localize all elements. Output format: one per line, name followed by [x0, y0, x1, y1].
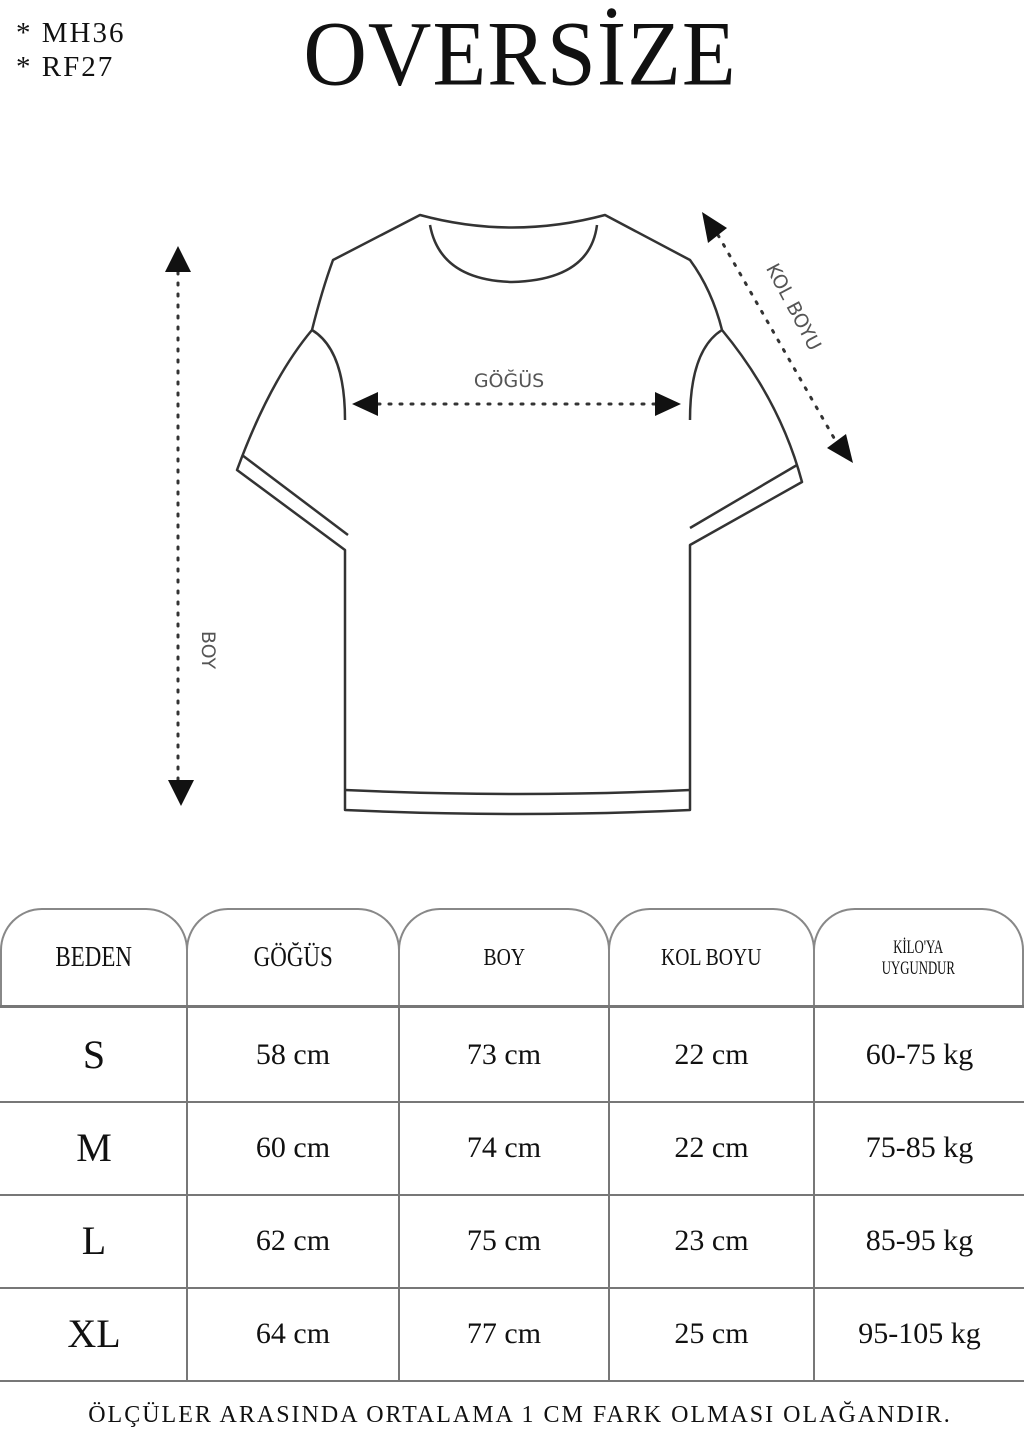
- table-body: S 58 cm 73 cm 22 cm 60-75 kg M 60 cm 74 cm 22 cm…: [0, 1005, 1024, 1382]
- table-row: M 60 cm 74 cm 22 cm 75-85 kg: [0, 1101, 1024, 1196]
- header-chest: GÖĞÜS: [186, 908, 400, 1006]
- product-code: * RF27: [16, 51, 115, 83]
- header-weight: KİLO'YA UYGUNDUR: [813, 908, 1024, 1006]
- cell-size: XL: [67, 1311, 121, 1356]
- tshirt-diagram: GÖĞÜS BOY KOL BOYU: [165, 212, 853, 816]
- arrow-upleft-icon: [702, 212, 727, 243]
- header-length: BOY: [398, 908, 610, 1006]
- cell-length: 75 cm: [398, 1194, 608, 1287]
- tshirt-outline: [235, 213, 804, 816]
- cell-weight: 60-75 kg: [813, 1008, 1024, 1101]
- cell-weight: 75-85 kg: [813, 1101, 1024, 1194]
- page-title: OVERSİZE: [303, 3, 737, 106]
- arrow-left-icon: [352, 392, 378, 416]
- cell-length: 74 cm: [398, 1101, 608, 1194]
- cell-chest: 60 cm: [186, 1101, 398, 1194]
- cell-length: 73 cm: [398, 1008, 608, 1101]
- arrow-down-icon: [168, 780, 194, 806]
- label-sleeve: KOL BOYU: [761, 260, 825, 354]
- cell-chest: 64 cm: [186, 1287, 398, 1380]
- arrow-up-icon: [165, 246, 191, 272]
- cell-chest: 62 cm: [186, 1194, 398, 1287]
- cell-sleeve: 22 cm: [608, 1008, 813, 1101]
- table-row: S 58 cm 73 cm 22 cm 60-75 kg: [0, 1008, 1024, 1103]
- cell-weight: 95-105 kg: [813, 1287, 1024, 1380]
- table-row: L 62 cm 75 cm 23 cm 85-95 kg: [0, 1194, 1024, 1289]
- cell-size: M: [76, 1125, 112, 1170]
- cell-sleeve: 23 cm: [608, 1194, 813, 1287]
- cell-length: 77 cm: [398, 1287, 608, 1380]
- cell-size: L: [81, 1218, 107, 1263]
- header-sleeve: KOL BOYU: [608, 908, 815, 1006]
- cell-sleeve: 25 cm: [608, 1287, 813, 1380]
- cell-sleeve: 22 cm: [608, 1101, 813, 1194]
- arrow-right-icon: [655, 392, 681, 416]
- product-code: * MH36: [16, 17, 126, 49]
- arrow-downright-icon: [827, 434, 853, 463]
- footer-note: ÖLÇÜLER ARASINDA ORTALAMA 1 CM FARK OLMA…: [88, 1402, 952, 1428]
- cell-weight: 85-95 kg: [813, 1194, 1024, 1287]
- label-chest: GÖĞÜS: [474, 368, 544, 392]
- table-row: XL 64 cm 77 cm 25 cm 95-105 kg: [0, 1287, 1024, 1382]
- cell-size: S: [82, 1032, 106, 1077]
- cell-chest: 58 cm: [186, 1008, 398, 1101]
- header-size: BEDEN: [0, 908, 188, 1006]
- product-codes: * MH36 * RF27: [16, 16, 125, 84]
- measure-arrows: [165, 212, 853, 806]
- label-length: BOY: [197, 631, 219, 670]
